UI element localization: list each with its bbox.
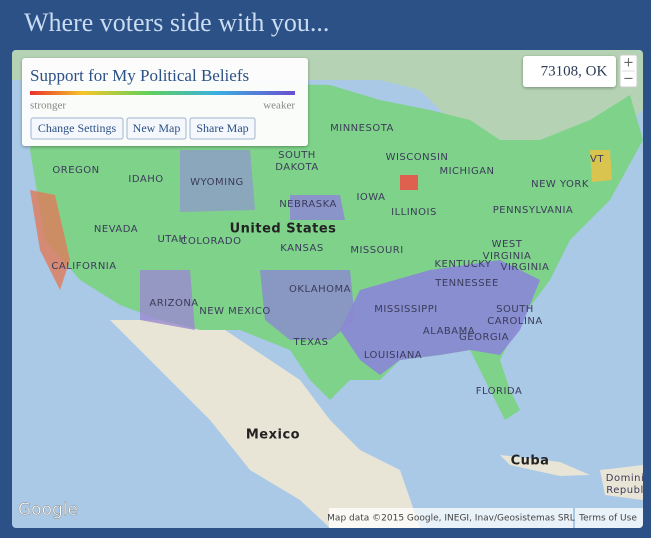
map-label: NEVADA: [94, 224, 138, 235]
map-label: WEST: [492, 239, 523, 250]
wyoming-region: [180, 150, 255, 212]
map-label: IOWA: [356, 192, 385, 203]
map-label: ILLINOIS: [391, 207, 437, 218]
map-label: KENTUCKY: [434, 259, 491, 270]
zoom-in[interactable]: +: [623, 56, 634, 71]
map-label: WYOMING: [190, 177, 244, 188]
map-label: CALIFORNIA: [51, 261, 116, 272]
legend-high: weaker: [263, 100, 295, 112]
cuba-land: [500, 455, 590, 476]
map-label: SOUTH: [496, 304, 534, 315]
map-label: DAKOTA: [275, 162, 318, 173]
map-label: ALABAMA: [423, 326, 475, 337]
legend-gradient: [30, 91, 295, 95]
map-label: NEBRASKA: [279, 199, 337, 210]
map-label: KANSAS: [280, 243, 323, 254]
legend-low: stronger: [30, 100, 66, 112]
google-logo: Google: [18, 500, 78, 520]
zoom-out[interactable]: −: [623, 72, 634, 87]
map-label: WISCONSIN: [386, 152, 449, 163]
hispaniola-land: [600, 465, 643, 500]
southeast-region: [340, 260, 540, 375]
button[interactable]: [126, 117, 187, 140]
map-data: Map data ©2015 Google, INEGI, Inav/Geosi…: [327, 514, 575, 524]
location-text: 73108, OK: [541, 63, 608, 79]
california-coast: [30, 190, 70, 290]
map-label: COLORADO: [181, 236, 242, 247]
mexico-land: [110, 320, 420, 528]
map-label: PENNSYLVANIA: [493, 205, 574, 216]
map-label: FLORIDA: [476, 386, 523, 397]
map-label: NEW MEXICO: [199, 306, 270, 317]
map-label: MICHIGAN: [439, 166, 494, 177]
map-label: OKLAHOMA: [289, 284, 351, 295]
map-label: GEORGIA: [459, 332, 509, 343]
map[interactable]: MINNESOTAWISCONSINMICHIGANSOUTHDAKOTAORE…: [12, 50, 644, 528]
map-label: UTAH: [157, 234, 186, 245]
button[interactable]: [30, 117, 124, 140]
oklahoma-region: [260, 270, 355, 340]
map-label: TENNESSEE: [434, 278, 499, 289]
vermont-region: [590, 150, 612, 182]
map-label: CAROLINA: [487, 316, 542, 327]
terms-bg[interactable]: [575, 508, 643, 528]
map-label: MINNESOTA: [330, 123, 394, 134]
map-label: Mexico: [246, 428, 300, 443]
map-label: MISSISSIPPI: [374, 304, 437, 315]
map-label: OREGON: [52, 165, 99, 176]
legend-title: Support for My Political Beliefs: [30, 66, 249, 85]
arizona-region: [140, 270, 195, 330]
button-label[interactable]: Change Settings: [38, 121, 117, 135]
map-label: Domini: [606, 473, 644, 484]
map-label: MISSOURI: [350, 245, 403, 256]
map-label: Republ: [606, 485, 643, 496]
map-label: LOUISIANA: [364, 350, 422, 361]
location-box: [523, 56, 616, 87]
nebraska-region: [290, 195, 345, 220]
button-label[interactable]: New Map: [133, 121, 181, 135]
terms-link[interactable]: Terms of Use: [578, 514, 637, 524]
map-label: Cuba: [511, 454, 550, 469]
button-row: Change Settings New Map Share Map: [30, 117, 256, 140]
map-label: SOUTH: [278, 150, 316, 161]
map-label: TEXAS: [293, 337, 329, 348]
map-label: IDAHO: [128, 174, 163, 185]
attribution-bg: [329, 508, 573, 528]
map-label: NEW YORK: [531, 179, 589, 190]
map-label: ARIZONA: [149, 298, 198, 309]
map-label: VIRGINIA: [501, 262, 550, 273]
map-label: VIRGINIA: [483, 251, 532, 262]
map-labels: MINNESOTAWISCONSINMICHIGANSOUTHDAKOTAORE…: [51, 123, 644, 496]
location-bg: [523, 56, 616, 87]
map-label: United States: [230, 222, 337, 237]
hotspot: [400, 175, 418, 190]
button[interactable]: [189, 117, 256, 140]
map-label: VT: [590, 154, 604, 165]
page-title: Where voters side with you...: [24, 8, 329, 37]
button-label[interactable]: Share Map: [196, 121, 248, 135]
